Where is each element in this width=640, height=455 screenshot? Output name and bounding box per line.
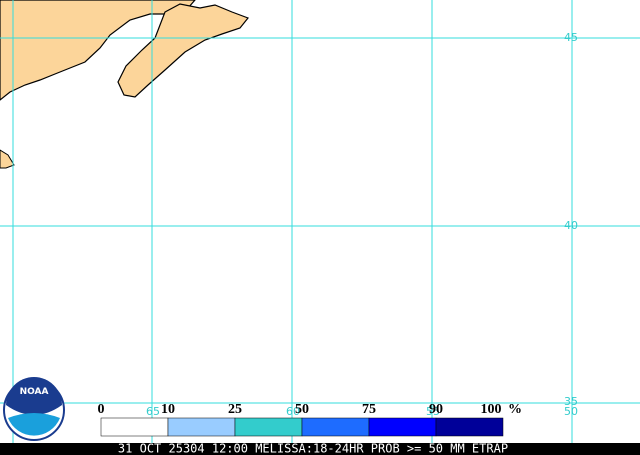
- graticule: [0, 0, 640, 443]
- legend: 0 10 25 50 75 90 100: [98, 402, 504, 437]
- lat-label: 35: [564, 395, 578, 408]
- legend-label: 100: [481, 402, 502, 417]
- legend-label: 0: [98, 402, 105, 417]
- lon-label: 50: [564, 405, 578, 418]
- legend-swatch: [100, 417, 169, 437]
- legend-label: 25: [228, 402, 242, 417]
- legend-label: 90: [429, 402, 443, 417]
- logo-text: NOAA: [20, 387, 49, 397]
- land: [0, 149, 15, 169]
- lon-label: 55: [426, 405, 440, 418]
- legend-swatch: [167, 417, 236, 437]
- caption-bar: [0, 443, 640, 455]
- legend-swatch: [368, 417, 437, 437]
- logo-sea: [8, 413, 60, 436]
- legend-label: 75: [362, 402, 376, 417]
- lon-label: 60: [286, 405, 300, 418]
- legend-swatch: [234, 417, 303, 437]
- legend-swatch: [435, 417, 504, 437]
- lat-label: 40: [564, 219, 578, 232]
- lat-label: 45: [564, 31, 578, 44]
- legend-label: 50: [295, 402, 309, 417]
- legend-label: 10: [161, 402, 175, 417]
- noaa-logo: NOAA: [3, 377, 65, 441]
- legend-unit: %: [508, 402, 522, 417]
- land: [117, 3, 249, 98]
- legend-swatch: [301, 417, 370, 437]
- caption: 31 OCT 25304 12:00 MELISSA:18-24HR PROB …: [118, 442, 508, 455]
- logo-sky: [6, 377, 62, 415]
- lon-label: 65: [146, 405, 160, 418]
